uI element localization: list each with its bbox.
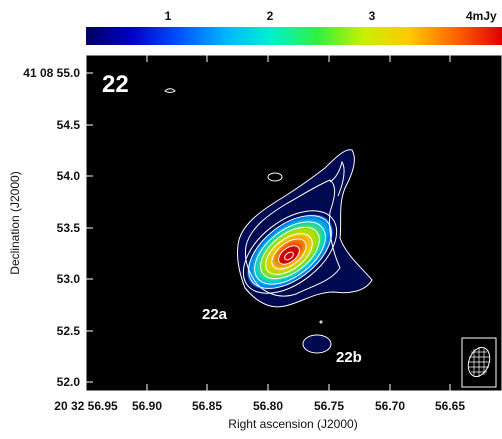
x-tick-label: 56.65 [435,399,465,413]
panel-label: 22 [102,71,129,98]
plot-frame [85,54,502,392]
contour-blob-top [267,172,283,182]
contour-peak [284,251,294,261]
colorbar-bar [86,27,502,45]
x-tick-label: 20 32 56.95 [54,399,118,413]
contours [164,88,373,354]
y-axis-title: Declination (J2000) [8,171,22,274]
x-tick-label: 56.85 [192,399,222,413]
component-label-22a: 22a [202,306,228,323]
contour-4 [248,215,332,289]
x-tick-label: 56.80 [253,399,283,413]
y-ticks [86,72,93,383]
contour-5 [254,221,326,285]
x-tick-label: 56.70 [375,399,405,413]
beam-hatch [469,347,489,377]
x-axis-title: Right ascension (J2000) [228,417,357,431]
y-tick-label: 53.5 [57,221,81,235]
y-tick-label: 54.5 [57,118,81,132]
contour-outer [237,149,373,308]
y-tick-label: 54.0 [57,169,81,183]
y-tick-label: 52.0 [57,375,81,389]
component-label-22b: 22b [336,349,362,366]
contour-9 [278,245,300,265]
y-tick-label: 52.5 [57,324,81,338]
beam-ellipse-icon [461,337,497,388]
contour-8 [271,238,307,270]
y-tick-label: 41 08 55.0 [23,66,80,80]
x-tick-label: 56.75 [314,399,344,413]
component-22b-emission [303,335,331,353]
y-tick-labels: 41 08 55.0 54.5 54.0 53.5 53.0 52.5 52.0 [23,66,80,389]
x-ticks [85,55,451,391]
contour-22b [302,334,332,354]
contour-noise-top [164,88,176,93]
contour-7 [265,233,313,275]
contour-plume [329,160,345,197]
beam-box [461,337,497,388]
colorbar-tick-4mjy: 4mJy [466,9,497,23]
beam-ellipse [467,346,491,378]
contour-3 [242,210,338,294]
contour-6 [260,226,320,280]
x-tick-label: 56.90 [132,399,162,413]
colorbar: 1 2 3 4mJy [86,9,502,45]
colorbar-tick-1: 1 [165,9,172,23]
y-tick-label: 53.0 [57,272,81,286]
colorbar-tick-3: 3 [369,9,376,23]
colorbar-tick-2: 2 [267,9,274,23]
x-tick-labels: 20 32 56.95 56.90 56.85 56.80 56.75 56.7… [54,399,465,413]
contour-2 [244,179,341,297]
contour-dot [319,320,323,324]
